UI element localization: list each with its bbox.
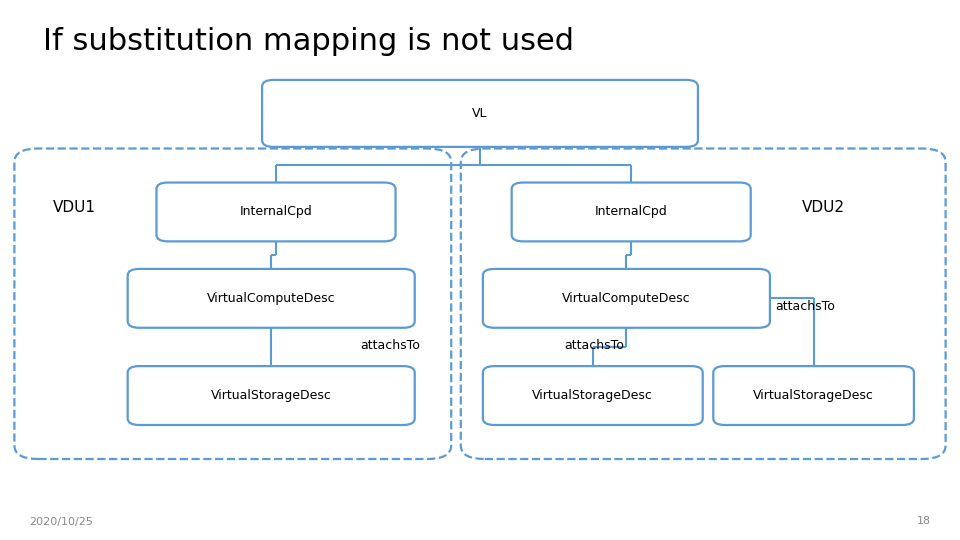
Text: VDU2: VDU2 bbox=[802, 200, 845, 215]
FancyBboxPatch shape bbox=[483, 366, 703, 425]
Text: attachsTo: attachsTo bbox=[360, 339, 420, 352]
Text: VL: VL bbox=[472, 107, 488, 120]
FancyBboxPatch shape bbox=[262, 80, 698, 147]
FancyBboxPatch shape bbox=[128, 269, 415, 328]
Text: VirtualComputeDesc: VirtualComputeDesc bbox=[563, 292, 690, 305]
FancyBboxPatch shape bbox=[128, 366, 415, 425]
FancyBboxPatch shape bbox=[483, 269, 770, 328]
Text: InternalCpd: InternalCpd bbox=[240, 205, 312, 219]
FancyBboxPatch shape bbox=[156, 183, 396, 241]
Text: 2020/10/25: 2020/10/25 bbox=[29, 516, 93, 526]
Text: VirtualStorageDesc: VirtualStorageDesc bbox=[533, 389, 653, 402]
Text: attachsTo: attachsTo bbox=[564, 339, 624, 352]
Text: VirtualComputeDesc: VirtualComputeDesc bbox=[207, 292, 335, 305]
Text: 18: 18 bbox=[917, 516, 931, 526]
Text: InternalCpd: InternalCpd bbox=[595, 205, 667, 219]
Text: VirtualStorageDesc: VirtualStorageDesc bbox=[211, 389, 331, 402]
FancyBboxPatch shape bbox=[713, 366, 914, 425]
FancyBboxPatch shape bbox=[512, 183, 751, 241]
Text: VDU1: VDU1 bbox=[53, 200, 96, 215]
Text: attachsTo: attachsTo bbox=[776, 300, 835, 313]
Text: VirtualStorageDesc: VirtualStorageDesc bbox=[754, 389, 874, 402]
Text: If substitution mapping is not used: If substitution mapping is not used bbox=[43, 27, 574, 56]
